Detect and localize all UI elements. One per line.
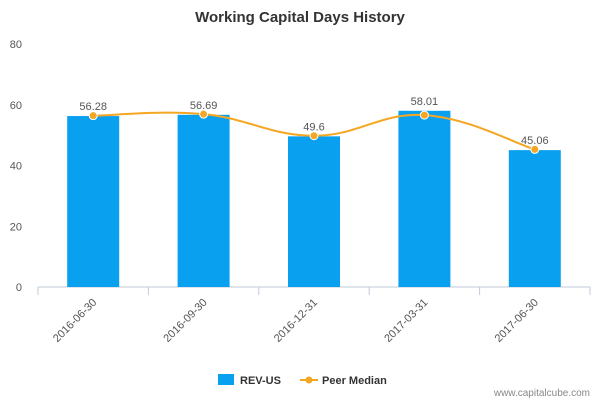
legend-marker-peer-median [305, 376, 313, 384]
data-labels: 56.28 56.69 49.6 58.01 45.06 [79, 96, 548, 147]
bar-rev-us [508, 150, 561, 287]
peer-median-point [530, 144, 540, 154]
legend-swatch-rev-us [218, 374, 234, 385]
x-tick-label: 2017-03-31 [382, 297, 430, 345]
bar-rev-us [398, 110, 451, 288]
bar-rev-us [177, 114, 230, 287]
x-tick-label: 2016-12-31 [272, 297, 320, 345]
x-axis-ticks: 2016-06-30 2016-09-30 2016-12-31 2017-03-31… [37, 287, 591, 345]
peer-median-point [199, 109, 209, 119]
y-tick-label: 40 [10, 161, 22, 173]
credit-text: www.capitalcube.com [493, 388, 590, 399]
data-label: 49.6 [303, 121, 324, 133]
data-label: 56.28 [79, 101, 107, 113]
data-label: 45.06 [521, 135, 549, 147]
y-tick-label: 80 [10, 39, 22, 51]
bar-series-rev-us [67, 110, 561, 288]
x-tick-label: 2016-06-30 [51, 297, 99, 345]
x-tick-label: 2016-09-30 [161, 297, 209, 345]
data-label: 58.01 [411, 96, 439, 108]
peer-median-point [419, 110, 429, 120]
chart-title: Working Capital Days History [195, 9, 405, 26]
legend-label-peer-median: Peer Median [322, 375, 387, 387]
y-axis-ticks: 0 20 40 60 80 [10, 39, 22, 294]
peer-median-point [88, 111, 98, 121]
bar-rev-us [67, 116, 120, 287]
data-label: 56.69 [190, 100, 218, 112]
legend: REV-US Peer Median [218, 374, 387, 387]
peer-median-point [309, 131, 319, 141]
bar-rev-us [288, 136, 340, 287]
x-tick-label: 2017-06-30 [493, 297, 541, 345]
y-tick-label: 20 [10, 221, 22, 233]
y-tick-label: 0 [16, 282, 22, 294]
y-tick-label: 60 [10, 100, 22, 112]
legend-label-rev-us: REV-US [240, 375, 281, 387]
peer-median-points [88, 109, 540, 154]
